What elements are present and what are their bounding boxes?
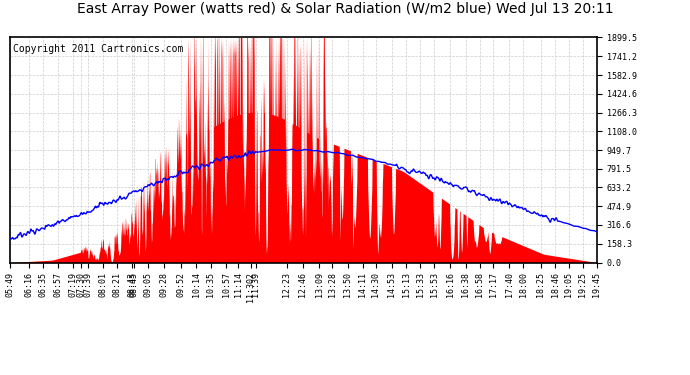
- Text: Copyright 2011 Cartronics.com: Copyright 2011 Cartronics.com: [13, 44, 184, 54]
- Text: East Array Power (watts red) & Solar Radiation (W/m2 blue) Wed Jul 13 20:11: East Array Power (watts red) & Solar Rad…: [77, 2, 613, 16]
